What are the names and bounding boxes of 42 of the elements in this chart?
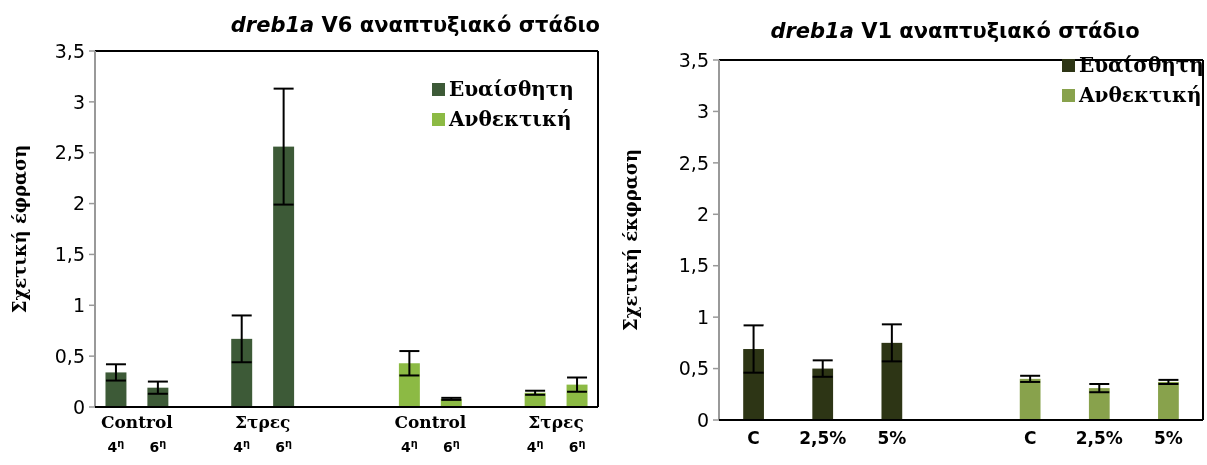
- y-tick-label: 0: [696, 408, 709, 431]
- x-tick-label: 6$^{η}$: [568, 437, 586, 455]
- y-tick-label: 2: [72, 192, 85, 215]
- x-tick-label: 4$^{η}$: [107, 437, 125, 455]
- y-axis-title: Σχετική έκφραση: [620, 148, 641, 332]
- x-tick-label: 2,5%: [799, 428, 847, 448]
- y-tick-label: 3: [72, 90, 85, 113]
- y-tick-label: 1,5: [54, 243, 85, 266]
- y-tick-label: 0: [72, 395, 85, 418]
- y-tick-label: 1: [696, 305, 709, 328]
- y-tick-label: 0,5: [678, 357, 709, 380]
- text: Control: [100, 412, 174, 432]
- x-tick-label: 4$^{η}$: [401, 437, 418, 455]
- y-tick-label: 0,5: [54, 344, 85, 367]
- y-tick-label: 1,5: [678, 254, 709, 277]
- legend-label: Ευαίσθητη: [449, 77, 574, 101]
- legend-label: Ευαίσθητη: [1079, 53, 1204, 77]
- x-tick-label: 6$^{η}$: [442, 437, 460, 455]
- y-axis-title: Σχετική έφραση: [9, 144, 30, 314]
- text: Στρες: [234, 412, 291, 432]
- x-tick-label: 4$^{η}$: [526, 437, 544, 455]
- x-tick-label: 5%: [1153, 428, 1183, 448]
- x-tick-label: 2,5%: [1075, 428, 1123, 448]
- x-tick-label: C: [747, 428, 760, 448]
- y-tick-label: 3,5: [678, 48, 709, 71]
- chart-title: dreb1a V1 αναπτυξιακό στάδιο: [770, 19, 1140, 43]
- legend-label: Ανθεκτική: [1078, 83, 1202, 107]
- y-tick-label: 2: [696, 202, 709, 225]
- y-tick-label: 2,5: [54, 141, 85, 164]
- x-tick-label: 6$^{η}$: [275, 437, 293, 455]
- x-tick-label: C: [1023, 428, 1037, 448]
- legend-label: Ανθεκτική: [448, 107, 572, 131]
- x-tick-label: 5%: [877, 428, 907, 448]
- y-tick-label: 2,5: [678, 151, 709, 174]
- text: Στρες: [528, 412, 584, 432]
- chart-title: dreb1a V6 αναπτυξιακό στάδιο: [230, 13, 600, 37]
- x-tick-label: 4$^{η}$: [233, 437, 251, 455]
- x-tick-label: 6$^{η}$: [149, 437, 167, 455]
- y-tick-label: 3,5: [54, 39, 85, 62]
- text: Control: [394, 412, 467, 432]
- y-tick-label: 1: [72, 293, 85, 316]
- y-tick-label: 3: [696, 100, 709, 123]
